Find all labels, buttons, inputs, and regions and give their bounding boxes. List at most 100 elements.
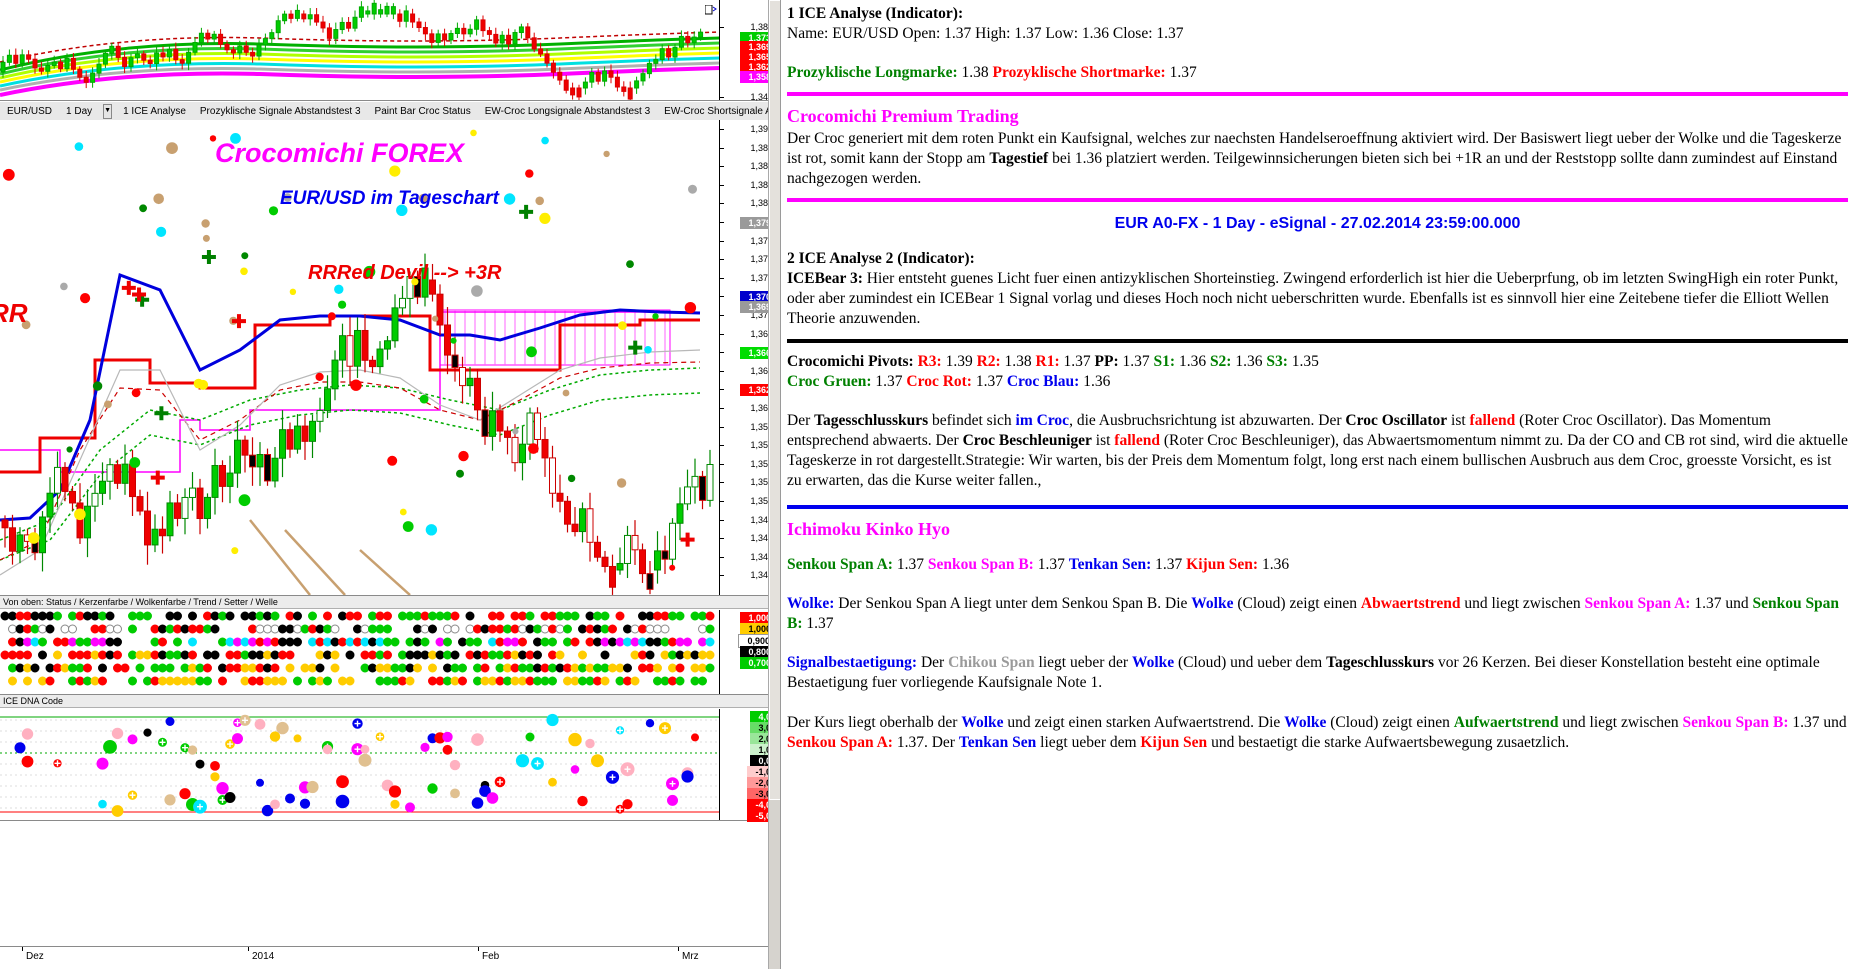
g1: Der [917,654,949,672]
k4: und liegt zwischen [1558,713,1683,731]
s2-value: 1.36 [1235,352,1263,370]
chart-copy-icon[interactable] [704,2,717,15]
body-bold: Tagestief [989,149,1049,167]
axis-tick: 1,3880 [750,142,778,153]
time-tick: 2014 [252,951,275,962]
aufwaertstrend: Aufwaertstrend [1453,713,1559,731]
indicator-item-4[interactable]: EW-Croc Shortsignale Abstandstest 3 [664,105,780,117]
croc-blau-label: Croc Blau: [1006,372,1080,390]
axis-tick: 1,3480 [750,514,778,525]
dna-panel[interactable]: ICE DNA Code 4,003,002,001,000,00-1,00-2… [0,695,780,822]
main-plot[interactable] [0,120,720,595]
pivots-line: Crocomichi Pivots: R3: 1.39 R2: 1.38 R1:… [787,352,1848,372]
kurs-paragraph: Der Kurs liegt oberhalb der Wolke und ze… [787,713,1848,753]
overview-candles [0,0,720,100]
section-wolke: Wolke: Der Senkou Span A liegt unter dem… [787,594,1848,634]
ice-ohlc-line: Name: EUR/USD Open: 1.37 High: 1.37 Low:… [787,25,1184,43]
axis-tick: 1,3780 [750,235,778,246]
axis-tick: 1,3560 [750,440,778,451]
g3: (Cloud) und ueber dem [1174,654,1327,672]
croc-rot-label: Croc Rot: [906,372,972,390]
tagesschlusskurs-bold: Tagesschlusskurs [814,411,929,429]
croc-blau-value: 1.36 [1083,372,1111,390]
axis-tick: 1,3520 [750,477,778,488]
dna-plot[interactable] [0,709,720,820]
shortmarke-label: Prozyklische Shortmarke: [992,64,1166,82]
ssa-inline-2: Senkou Span A: [787,733,893,751]
t2: befindet sich [928,411,1016,429]
chart-subtitle-overlay: EUR/USD im Tageschart [280,188,499,209]
s2-label: S2: [1209,352,1232,370]
axis-tick: 1,3760 [750,254,778,265]
divider-magenta-2 [787,198,1848,203]
k8: und bestaetigt die starke Aufwaertsbeweg… [1207,733,1570,751]
chart-area[interactable]: 1,3800 1,3400 1,3733 1,3698 1,3658 1,362… [0,0,781,969]
wolke-inline-3: Wolke [961,713,1004,731]
indicator-item-3[interactable]: EW-Croc Longsignale Abstandstest 3 [484,105,651,117]
r3-label: R3: [917,352,942,370]
symbol-label[interactable]: EUR/USD [7,105,53,117]
body-part-2: bei 1.36 platziert werden. Teilgewinnsic… [787,149,1838,188]
t1: Der [787,411,815,429]
status-dot-panel[interactable]: Von oben: Status / Kerzenfarbe / Wolkenf… [0,596,780,695]
indicator-toolbar[interactable]: EUR/USD 1 Day ▼ 1 ICE Analyse Prozyklisc… [0,101,780,121]
w3: und liegt zwischen [1460,594,1585,612]
axis-tick: 1,3420 [750,570,778,581]
ssa-inline: Senkou Span A: [1584,594,1691,612]
wolke-inline-2: Wolke [1131,654,1175,672]
main-chart-panel[interactable]: 1,39001,38801,38601,38401,38201,38001,37… [0,120,780,596]
dna-svg [0,713,720,817]
croc-oscillator-bold: Croc Oscillator [1345,411,1448,429]
overview-plot[interactable] [0,0,720,100]
time-axis[interactable]: Dez 2014 Feb Mrz [0,946,780,969]
axis-tick: 1,3640 [750,365,778,376]
s3-label: S3: [1266,352,1288,370]
kijun-label: Kijun Sen: [1186,555,1259,573]
croc-gruen-value: 1.37 [875,372,903,390]
axis-tick: 1,3400 [750,92,778,102]
croc-rot-value: 1.37 [975,372,1003,390]
indicator-item-0[interactable]: 1 ICE Analyse [123,105,186,117]
axis-tick: 1,3460 [750,533,778,544]
signal-paragraph: Signalbestaetigung: Der Chikou Span lieg… [787,653,1848,693]
overview-chart-panel[interactable]: 1,3800 1,3400 1,3733 1,3698 1,3658 1,362… [0,0,780,102]
indicator-item-2[interactable]: Paint Bar Croc Status [374,105,471,117]
t4: ist [1447,411,1470,429]
w5: 1.37 [802,615,834,633]
abwaertstrend: Abwaertstrend [1360,594,1461,612]
chart-note-overlay: RRRed Devil --> +3R [308,262,502,284]
r1-label: R1: [1035,352,1060,370]
g2: liegt ueber der [1034,654,1132,672]
time-tick: Feb [482,951,500,962]
croc-beschleuniger-bold: Croc Beschleuniger [962,432,1092,450]
section-tagesschlusskurs: Der Tagesschlusskurs befindet sich im Cr… [787,411,1848,492]
section-pivots: Crocomichi Pivots: R3: 1.39 R2: 1.38 R1:… [787,352,1848,392]
divider-black [787,338,1848,343]
interval-label[interactable]: 1 Day [66,105,93,117]
fallend-2: fallend [1114,432,1160,450]
ssb-inline: Senkou Span B: [787,594,1840,633]
t6: ist [1091,432,1115,450]
icebear-body: Hier entsteht guenes Licht fuer einen an… [787,270,1839,328]
signal-label: Signalbestaetigung: [787,654,918,672]
chevron-down-icon[interactable]: ▼ [103,103,113,119]
section-premium-trading: Crocomichi Premium Trading Der Croc gene… [787,105,1848,189]
scrollbar-thumb[interactable] [769,0,780,800]
indicator-item-1[interactable]: Prozyklische Signale Abstandstest 3 [199,105,361,117]
wolke-inline-4: Wolke [1284,713,1327,731]
k7: liegt ueber dem [1036,733,1141,751]
status-dot-grid[interactable] [0,610,720,694]
section-ice-analyse: 1 ICE Analyse (Indicator): Name: EUR/USD… [787,4,1848,44]
kijun-inline: Kijun Sen [1140,733,1208,751]
axis-tick: 1,3500 [750,496,778,506]
fallend-1: fallend [1469,411,1516,429]
section-ichimoku: Ichimoku Kinko Hyo Senkou Span A: 1.37 S… [787,518,1848,575]
section-banner: EUR A0-FX - 1 Day - eSignal - 27.02.2014… [787,214,1848,235]
r2-label: R2: [976,352,1001,370]
t3: , die Ausbruchsrichtung ist abzuwarten. … [1069,411,1346,429]
ichimoku-values-line: Senkou Span A: 1.37 Senkou Span B: 1.37 … [787,555,1848,575]
w2: (Cloud) zeigt einen [1233,594,1361,612]
w1: Der Senkou Span A liegt unter dem Senkou… [834,594,1192,612]
chart-vertical-scrollbar[interactable] [768,0,780,969]
